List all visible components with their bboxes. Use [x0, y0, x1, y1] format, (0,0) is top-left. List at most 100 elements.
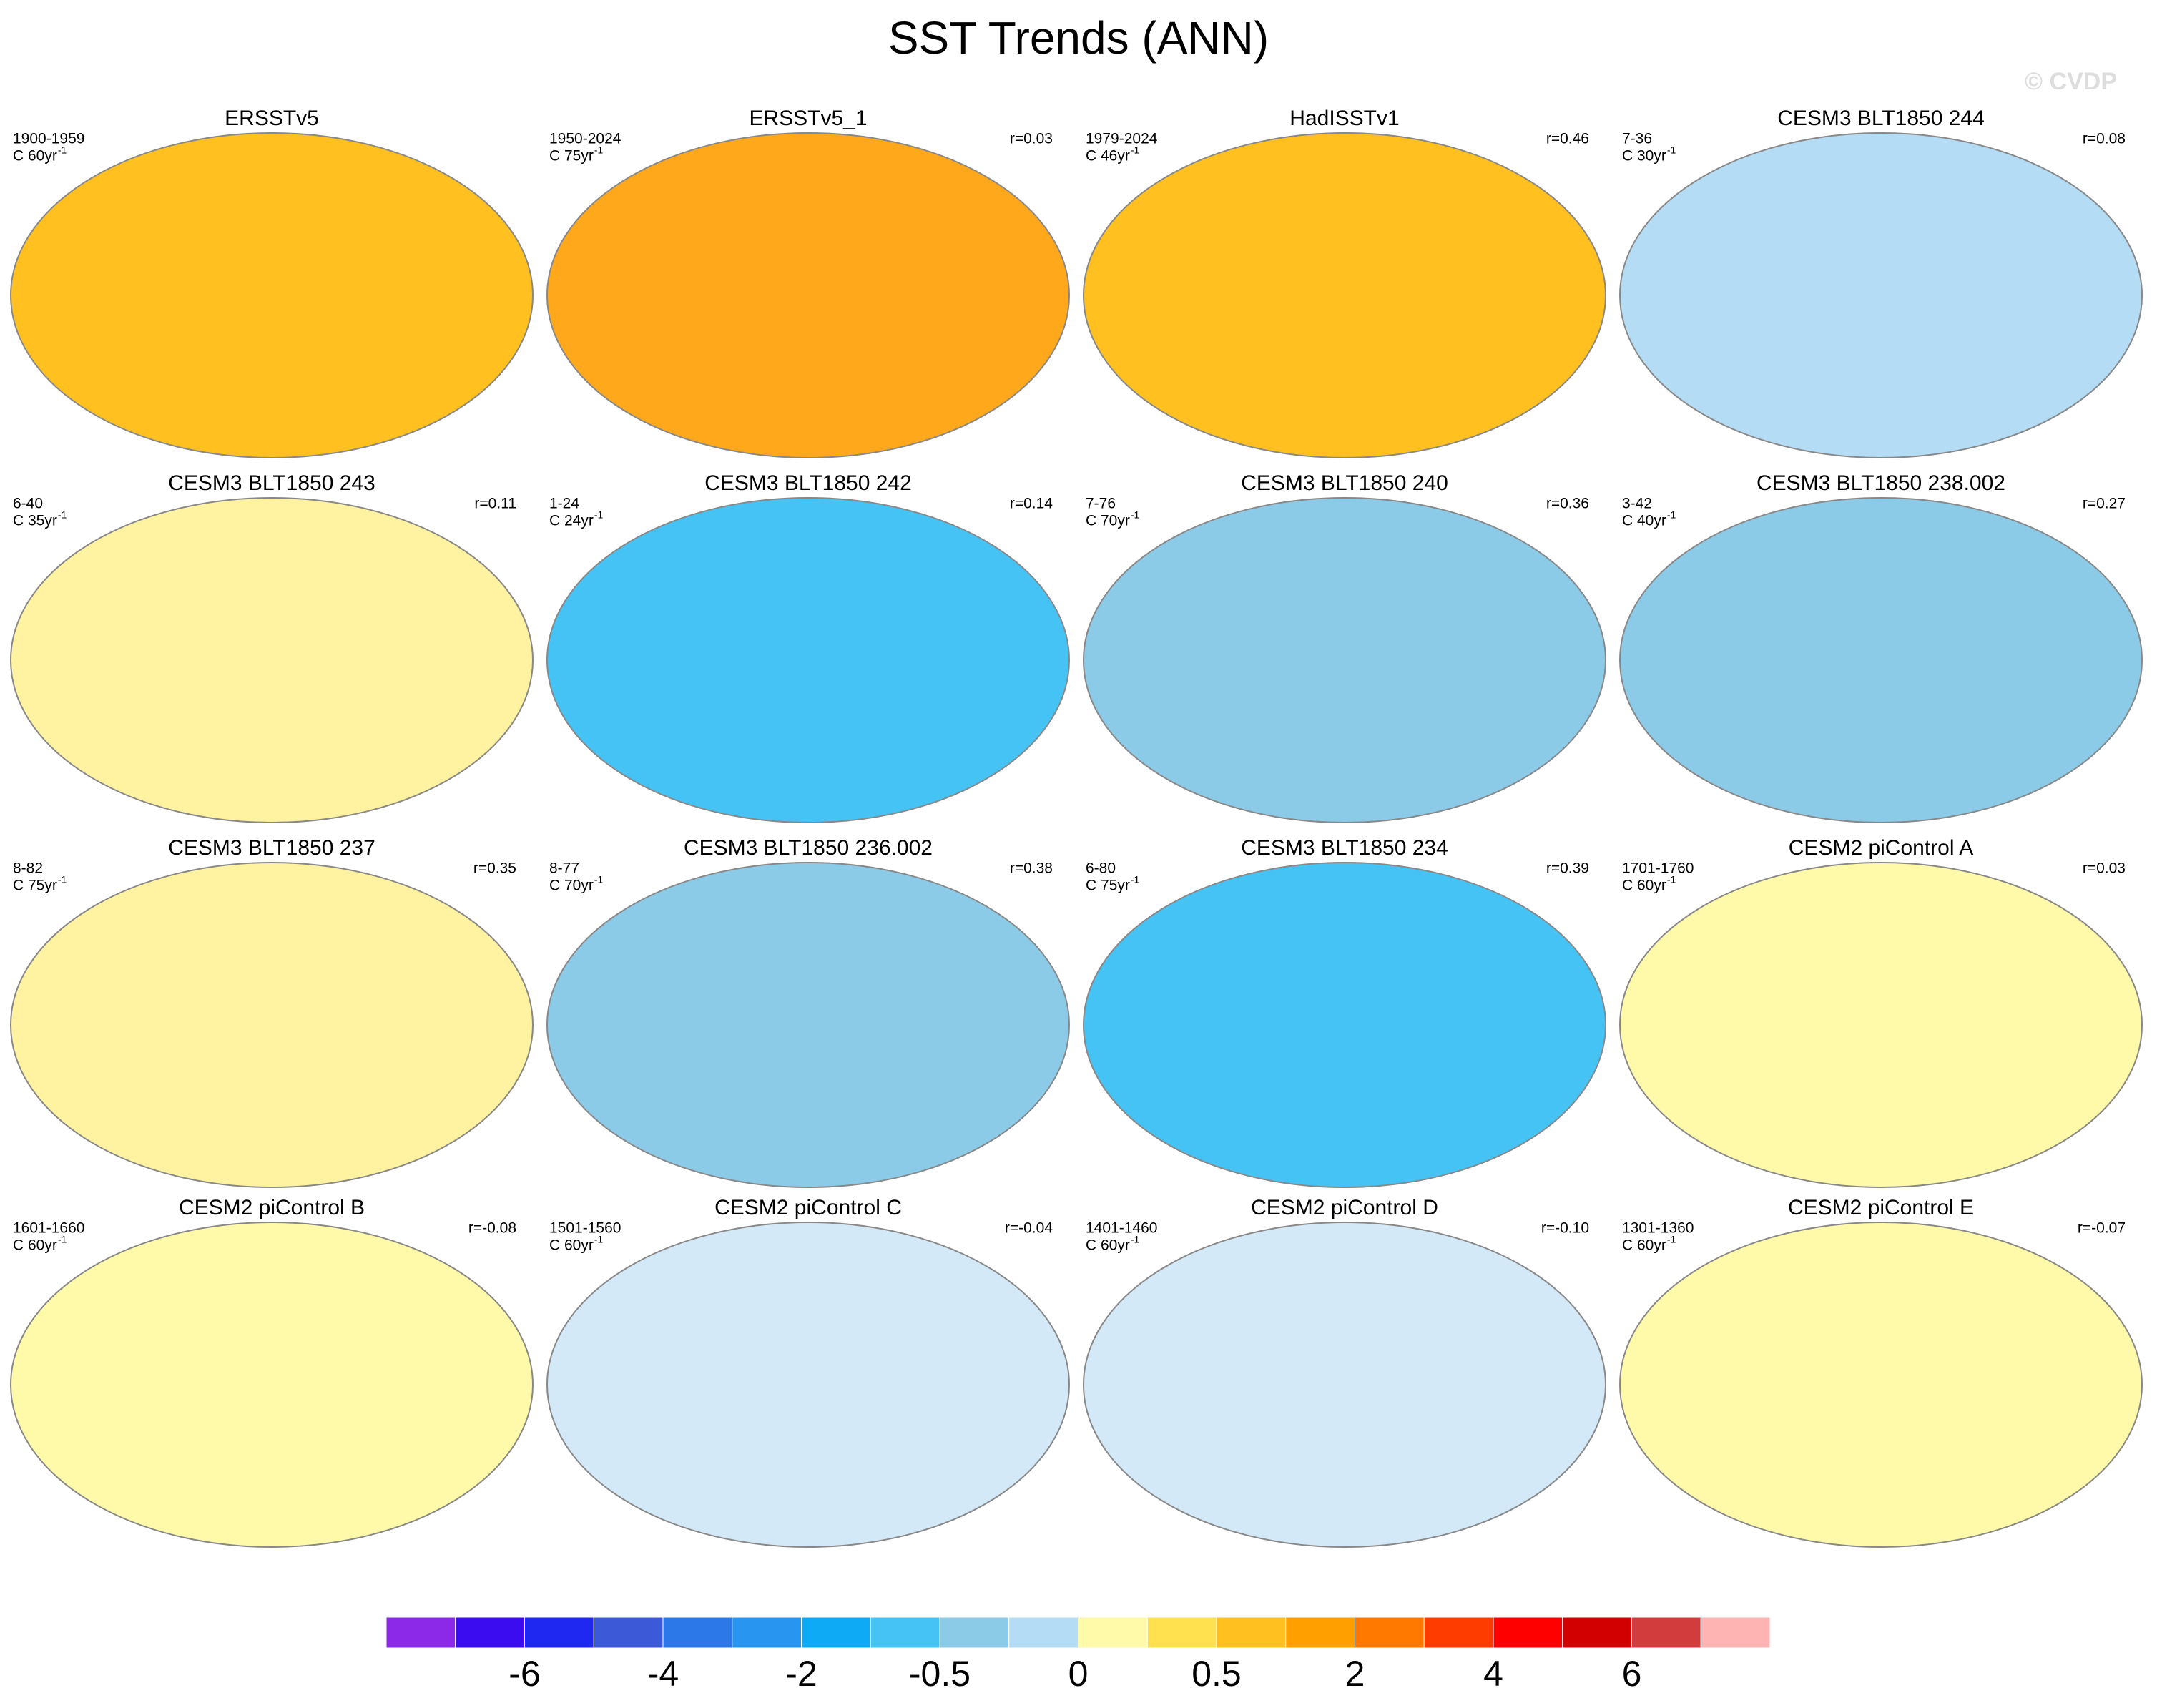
unit-exponent: -1 — [1131, 874, 1140, 885]
map-outline — [1083, 132, 1606, 458]
map-outline — [1619, 1222, 2143, 1548]
colorbar-box — [870, 1616, 940, 1649]
unit-exponent: -1 — [1131, 509, 1140, 521]
unit-exponent: -1 — [594, 509, 604, 521]
colorbar-label: -2 — [785, 1654, 817, 1694]
period: 1401-1460 — [1086, 1220, 1157, 1237]
panel-title: ERSSTv5 — [225, 107, 319, 130]
map-outline — [1083, 1222, 1606, 1548]
trend-length: C 75yr — [1086, 878, 1130, 894]
correlation: r=-0.08 — [468, 1220, 516, 1237]
panel-title: CESM2 piControl A — [1789, 836, 1973, 860]
map-panel: CESM3 BLT1850 234 6-80C 75yr -1 r=0.39 — [1083, 836, 1606, 1188]
correlation: r=0.39 — [1546, 860, 1589, 877]
colorbar-box — [662, 1616, 733, 1649]
unit-exponent: -1 — [1131, 1234, 1140, 1245]
colorbar-label: 6 — [1622, 1654, 1642, 1694]
colorbar-box — [1493, 1616, 1563, 1649]
watermark: © CVDP — [2025, 68, 2117, 95]
ocean-field — [547, 133, 1069, 458]
ocean-field — [1620, 863, 2142, 1187]
map-panel: CESM3 BLT1850 244 7-36C 30yr -1 r=0.08 — [1619, 107, 2143, 458]
correlation: r=-0.10 — [1541, 1220, 1589, 1237]
unit-exponent: -1 — [58, 1234, 67, 1245]
correlation: r=0.27 — [2083, 496, 2126, 512]
colorbar-label: 0 — [1068, 1654, 1089, 1694]
trend-length: C 60yr — [1622, 1237, 1666, 1254]
ocean-field — [1084, 498, 1606, 823]
period: 1701-1760 — [1622, 860, 1694, 877]
ocean-field — [11, 863, 533, 1187]
colorbar-label: -0.5 — [909, 1654, 971, 1694]
map-panel: CESM3 BLT1850 238.002 3-42C 40yr -1 r=0.27 — [1619, 471, 2143, 823]
period: 1979-2024 — [1086, 131, 1158, 147]
panel-title: CESM3 BLT1850 242 — [704, 471, 912, 495]
colorbar-label: 4 — [1483, 1654, 1503, 1694]
trend-length: C 30yr — [1622, 148, 1666, 165]
trend-length: C 70yr — [549, 878, 594, 894]
colorbar-box — [524, 1616, 594, 1649]
map-outline — [546, 497, 1070, 823]
colorbar-box — [1562, 1616, 1632, 1649]
colorbar-box — [385, 1616, 456, 1649]
map-outline — [10, 862, 534, 1188]
period: 1501-1560 — [549, 1220, 621, 1237]
map-outline — [1083, 497, 1606, 823]
period: 6-80 — [1086, 860, 1116, 877]
unit-exponent: -1 — [1667, 1234, 1676, 1245]
ocean-field — [547, 1222, 1069, 1547]
colorbar-box — [1216, 1616, 1287, 1649]
ocean-field — [1620, 498, 2142, 823]
ocean-field — [11, 133, 533, 458]
panel-title: HadISSTv1 — [1289, 107, 1399, 130]
colorbar-label: 0.5 — [1191, 1654, 1242, 1694]
ocean-field — [11, 498, 533, 823]
panel-title: CESM3 BLT1850 238.002 — [1756, 471, 2005, 495]
ocean-field — [1620, 133, 2142, 458]
period: 1900-1959 — [13, 131, 84, 147]
trend-length: C 35yr — [13, 513, 57, 529]
colorbar-box — [455, 1616, 525, 1649]
correlation: r=0.03 — [1010, 131, 1053, 147]
trend-length: C 60yr — [1622, 878, 1666, 894]
correlation: r=0.35 — [473, 860, 516, 877]
correlation: r=-0.07 — [2078, 1220, 2126, 1237]
correlation: r=-0.04 — [1005, 1220, 1053, 1237]
colorbar-box — [1423, 1616, 1494, 1649]
panel-title: CESM2 piControl D — [1251, 1196, 1438, 1219]
colorbar-label: -6 — [508, 1654, 540, 1694]
panel-title: CESM2 piControl C — [714, 1196, 902, 1219]
unit-exponent: -1 — [58, 874, 67, 885]
colorbar-box — [1631, 1616, 1701, 1649]
panel-title: CESM3 BLT1850 234 — [1241, 836, 1448, 860]
panel-title: CESM3 BLT1850 244 — [1777, 107, 1985, 130]
map-outline — [1083, 862, 1606, 1188]
period: 7-76 — [1086, 496, 1116, 512]
trend-length: C 40yr — [1622, 513, 1666, 529]
colorbar-label: -4 — [647, 1654, 679, 1694]
ocean-field — [1084, 133, 1606, 458]
unit-exponent: -1 — [1667, 144, 1676, 156]
map-outline — [1619, 497, 2143, 823]
ocean-field — [547, 498, 1069, 823]
correlation: r=0.11 — [474, 496, 516, 512]
ocean-field — [547, 863, 1069, 1187]
map-outline — [1619, 132, 2143, 458]
panel-title: CESM2 piControl E — [1788, 1196, 1974, 1219]
panel-title: CESM3 BLT1850 243 — [168, 471, 375, 495]
colorbar-box — [1146, 1616, 1217, 1649]
unit-exponent: -1 — [594, 1234, 604, 1245]
panel-title: CESM3 BLT1850 236.002 — [684, 836, 933, 860]
trend-length: C 60yr — [13, 1237, 57, 1254]
colorbar-box — [1355, 1616, 1425, 1649]
unit-exponent: -1 — [1667, 509, 1676, 521]
correlation: r=0.46 — [1546, 131, 1589, 147]
map-panel: CESM3 BLT1850 243 6-40C 35yr -1 r=0.11 — [10, 471, 534, 823]
period: 6-40 — [13, 496, 43, 512]
colorbar-box — [1078, 1616, 1148, 1649]
figure-title: SST Trends (ANN) — [888, 12, 1269, 64]
